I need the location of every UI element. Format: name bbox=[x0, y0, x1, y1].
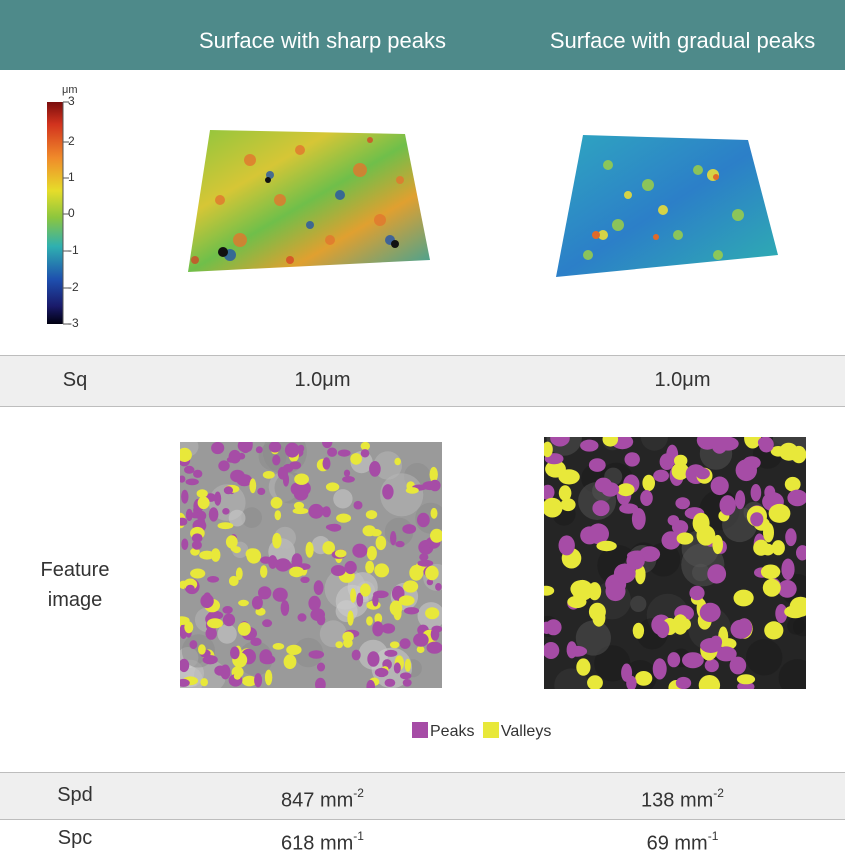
spd-value-sharp: 847 mm-2 bbox=[150, 772, 495, 824]
feature-label-line1: Feature bbox=[40, 559, 110, 581]
header-gradual-peaks: Surface with gradual peaks bbox=[549, 28, 816, 53]
feature-map-gradual bbox=[544, 437, 806, 689]
colorbar-tick: 3 bbox=[68, 94, 75, 108]
sq-value-gradual: 1.0μm bbox=[654, 369, 711, 391]
table-header bbox=[0, 0, 845, 70]
feature-legend: Peaks Valleys bbox=[412, 722, 551, 741]
spc-exponent-gradual: -1 bbox=[707, 829, 719, 843]
colorbar-graphic bbox=[47, 101, 69, 325]
spd-exponent-gradual: -2 bbox=[713, 786, 724, 800]
row-sq-label: Sq bbox=[62, 369, 88, 391]
height-colorbar: μm 3 2 1 0 -1 -2 -3 bbox=[0, 80, 150, 340]
feature-label-line2: image bbox=[47, 589, 103, 611]
row-spd bbox=[0, 772, 845, 820]
spd-value-sharp-text: 847 mm bbox=[281, 789, 354, 812]
surface-3d-gradual-peaks bbox=[548, 125, 788, 285]
spc-value-gradual: 69 mm-1 bbox=[520, 818, 845, 864]
spc-value-sharp-text: 618 mm bbox=[281, 832, 354, 855]
colorbar-tick: 2 bbox=[68, 134, 75, 148]
feature-image-gradual-peaks bbox=[544, 437, 806, 689]
row-spd-label: Spd bbox=[57, 784, 93, 806]
feature-image-label: Feature image bbox=[0, 555, 150, 615]
spd-value-gradual: 138 mm-2 bbox=[520, 772, 845, 824]
spd-value-gradual-text: 138 mm bbox=[641, 789, 714, 812]
colorbar-tick: 0 bbox=[68, 206, 75, 220]
row-sq bbox=[0, 355, 845, 407]
colorbar-tick: -2 bbox=[68, 280, 79, 294]
header-sharp-peaks: Surface with sharp peaks bbox=[198, 28, 447, 53]
sq-value-sharp: 1.0μm bbox=[294, 369, 351, 391]
row-spc-label: Spc bbox=[57, 827, 93, 849]
spd-exponent-sharp: -2 bbox=[353, 786, 364, 800]
colorbar-tick: 1 bbox=[68, 170, 75, 184]
spc-value-sharp: 618 mm-1 bbox=[150, 818, 495, 864]
legend-peaks-label: Peaks bbox=[430, 723, 475, 740]
peaks-swatch bbox=[412, 722, 428, 738]
spc-exponent-sharp: -1 bbox=[353, 829, 364, 843]
colorbar-unit: μm bbox=[62, 84, 78, 96]
colorbar-tick: -3 bbox=[68, 316, 79, 330]
feature-map-sharp bbox=[180, 442, 442, 688]
legend-valleys-label: Valleys bbox=[500, 723, 552, 740]
feature-image-sharp-peaks bbox=[180, 442, 442, 688]
valleys-swatch bbox=[482, 722, 499, 738]
colorbar-tick: -1 bbox=[68, 243, 79, 257]
spc-value-gradual-text: 69 mm bbox=[646, 832, 708, 855]
surface-3d-sharp-peaks bbox=[180, 120, 450, 280]
